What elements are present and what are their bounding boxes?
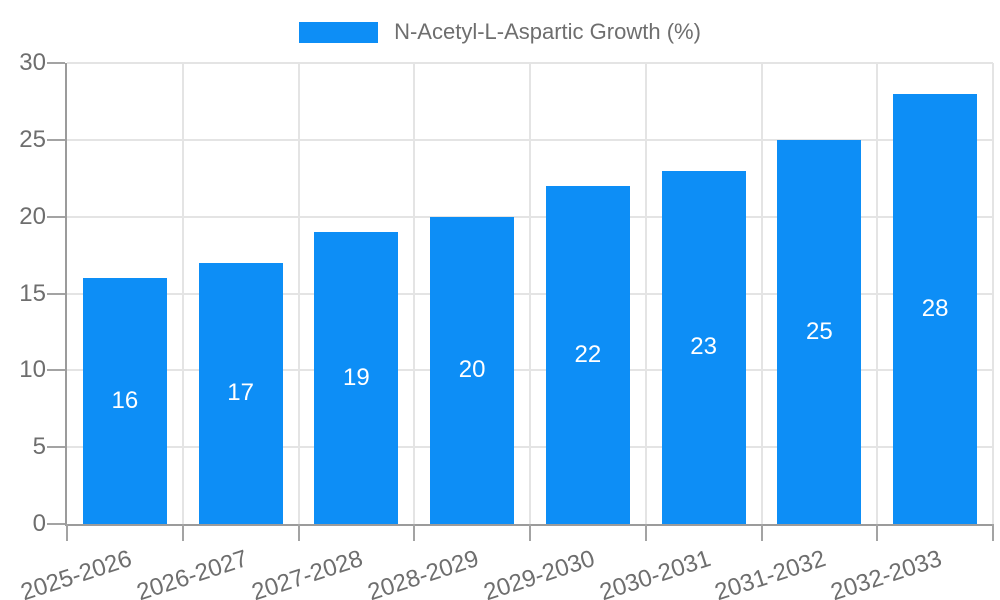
grid-line-vertical	[529, 63, 531, 524]
bar: 22	[545, 185, 630, 524]
y-axis-tick-label: 20	[19, 202, 46, 230]
x-axis-tick-label: 2025-2026	[17, 545, 135, 600]
bar-value-label: 22	[574, 340, 602, 368]
bar: 20	[430, 216, 515, 524]
legend[interactable]: N-Acetyl-L-Aspartic Growth (%)	[0, 19, 1000, 45]
y-tick-mark	[47, 292, 65, 295]
y-axis-tick-label: 10	[19, 356, 46, 384]
bar-value-label: 25	[806, 317, 833, 345]
y-axis-tick-label: 15	[19, 279, 46, 307]
y-axis-tick-label: 0	[32, 510, 46, 537]
x-axis-tick-label: 2028-2029	[364, 545, 483, 600]
x-tick-mark	[876, 524, 879, 541]
bar: 23	[661, 170, 746, 524]
grid-line-vertical	[992, 63, 994, 524]
legend-swatch	[299, 21, 379, 43]
y-tick-mark	[47, 523, 65, 525]
y-axis-tick-label: 5	[32, 433, 46, 461]
plot-area: 16 17 19 20 22 23 25 28	[65, 62, 994, 526]
bar: 25	[777, 139, 862, 524]
grid-line-vertical	[413, 63, 416, 524]
x-tick-mark	[181, 524, 184, 541]
grid-line-vertical	[297, 63, 300, 524]
y-axis-tick-label: 30	[19, 49, 46, 76]
x-tick-mark	[992, 524, 994, 541]
x-tick-mark	[66, 524, 68, 541]
bar-value-label: 28	[921, 294, 949, 322]
bar: 28	[893, 93, 978, 524]
y-tick-mark	[47, 369, 65, 372]
x-axis-tick-label: 2026-2027	[133, 545, 251, 600]
y-tick-mark	[47, 215, 65, 218]
x-axis-tick-label: 2027-2028	[248, 545, 367, 600]
y-tick-mark	[47, 138, 65, 141]
y-tick-mark	[47, 446, 65, 449]
bar-value-label: 23	[690, 333, 717, 361]
x-tick-mark	[760, 524, 763, 541]
grid-line-vertical	[181, 63, 184, 524]
bar-value-label: 19	[343, 364, 370, 392]
y-tick-mark	[47, 62, 65, 64]
bar-value-label: 20	[458, 356, 486, 384]
bar: 19	[314, 232, 399, 524]
x-axis-tick-label: 2032-2033	[827, 545, 946, 600]
grid-line-vertical	[876, 63, 879, 524]
bar: 17	[198, 262, 283, 524]
x-axis-tick-label: 2030-2031	[596, 545, 714, 600]
x-tick-mark	[644, 524, 647, 541]
x-axis-tick-label: 2029-2030	[480, 545, 598, 600]
legend-label: N-Acetyl-L-Aspartic Growth (%)	[394, 19, 701, 44]
x-axis-tick-label: 2031-2032	[711, 545, 830, 600]
grid-line-vertical	[644, 63, 647, 524]
y-axis-tick-label: 25	[19, 125, 46, 153]
bar-value-label: 17	[227, 379, 254, 407]
bar-value-label: 16	[111, 387, 139, 415]
x-tick-mark	[529, 524, 531, 541]
bar: 16	[82, 278, 167, 524]
x-tick-mark	[297, 524, 300, 541]
grid-line-vertical	[760, 63, 763, 524]
x-tick-mark	[413, 524, 416, 541]
